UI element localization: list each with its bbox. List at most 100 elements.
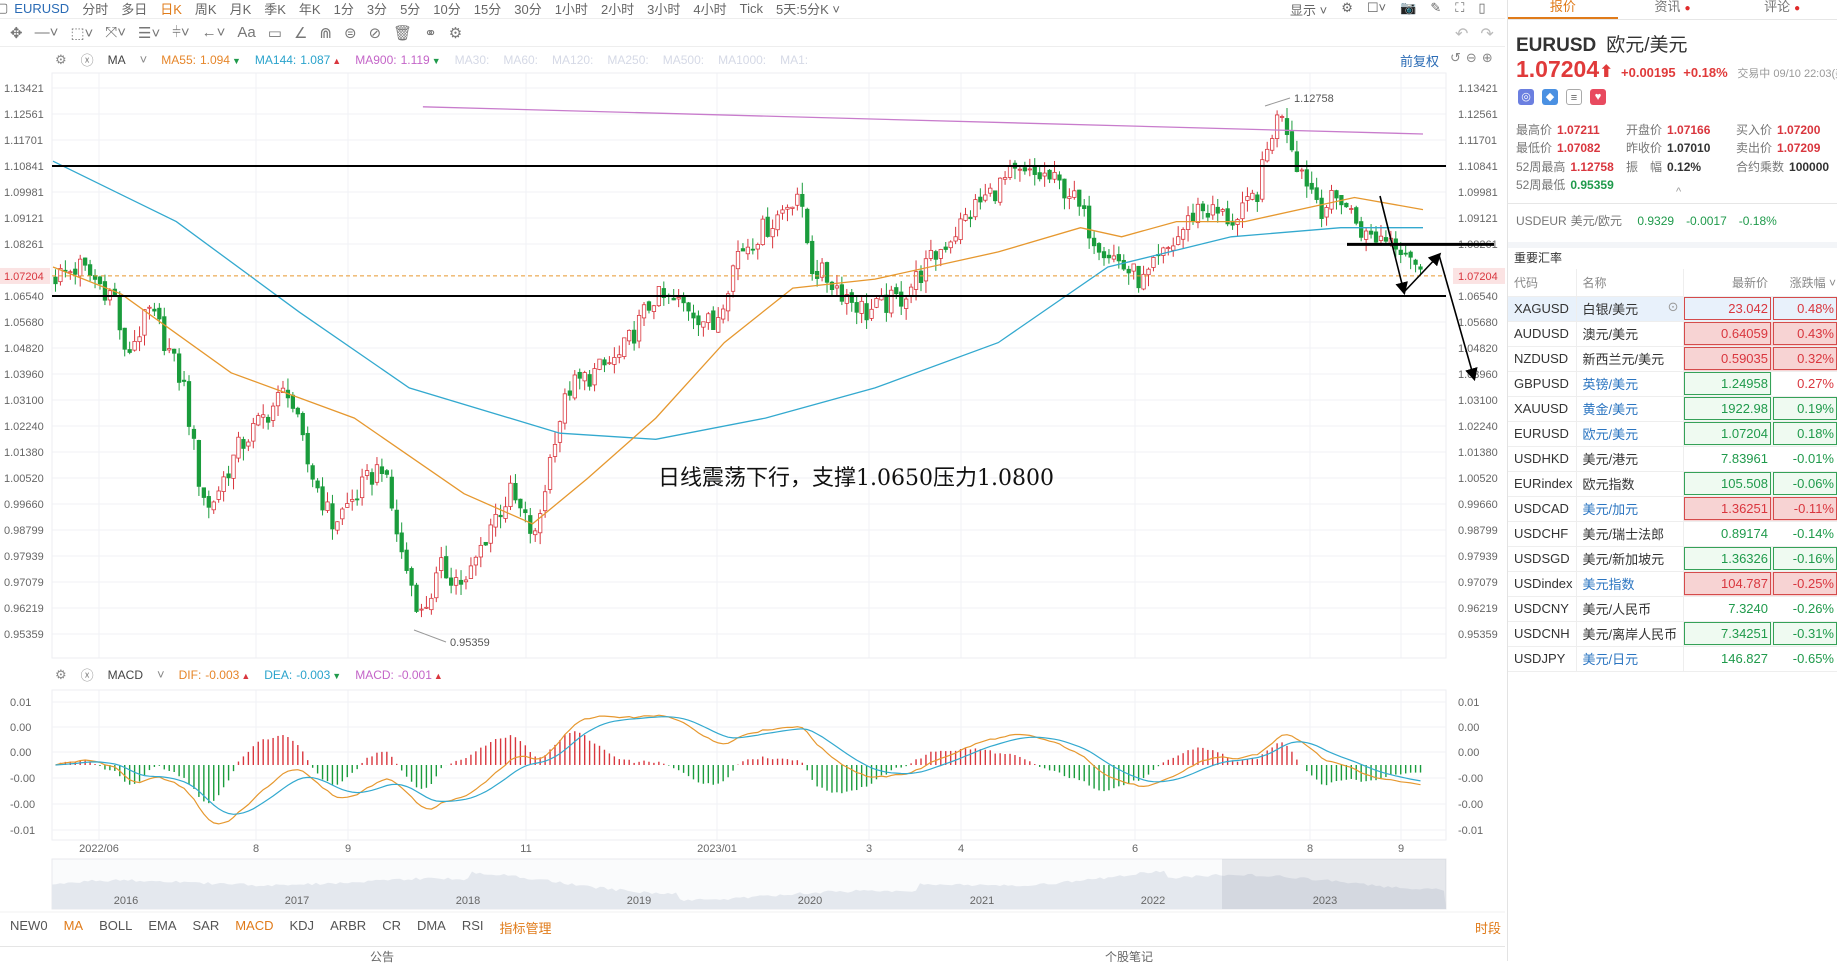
magnet-icon[interactable]: ⋒ — [319, 25, 332, 42]
col-price[interactable]: 最新价 — [1683, 269, 1772, 297]
adjust-button[interactable]: 前复权 — [1400, 54, 1440, 69]
angle-tool-icon[interactable]: ∠ — [293, 25, 308, 42]
tag-icon[interactable]: ◆ — [1542, 89, 1558, 105]
kline-chart[interactable]: 1.13421 1.13421 1.12561 1.12561 1.11701 1.117… — [0, 0, 1505, 946]
related-quote[interactable]: USDEUR 美元/欧元 0.9329 -0.0017 -0.18% — [1508, 203, 1837, 237]
link-icon[interactable]: ⚭ — [424, 25, 437, 42]
period-17[interactable]: Tick — [739, 0, 763, 16]
globe-icon[interactable]: ◎ — [1518, 89, 1534, 105]
period-11[interactable]: 15分 — [473, 1, 502, 17]
delete-icon[interactable]: 🗑 — [393, 25, 413, 42]
symbol-label[interactable]: EURUSD — [14, 0, 70, 16]
reset-icon[interactable]: ↺ — [1450, 50, 1461, 65]
indicator-tab-new0[interactable]: NEW0 — [10, 918, 48, 933]
chevron-down-icon[interactable]: ˅ — [157, 667, 165, 682]
period-13[interactable]: 1小时 — [554, 1, 588, 17]
table-row[interactable]: USDJPY 美元/日元 146.827 -0.65% — [1508, 646, 1837, 672]
table-row[interactable]: USDCAD 美元/加元 1.36251 -0.11% — [1508, 496, 1837, 522]
session-button[interactable]: 时段 — [1475, 921, 1502, 936]
panel-toggle-icon[interactable]: ▯ — [1478, 0, 1486, 15]
indicator-tab-rsi[interactable]: RSI — [461, 918, 484, 933]
table-row[interactable]: AUDUSD 澳元/美元 0.64059 0.43% — [1508, 321, 1837, 347]
indicator-name[interactable]: MACD — [107, 667, 144, 682]
display-menu[interactable]: 显示 ˅ — [1290, 3, 1328, 18]
arrow-tool-icon[interactable]: ←˅ — [201, 24, 226, 41]
camera-icon[interactable]: 📷 — [1400, 0, 1417, 15]
indicator-tab-kdj[interactable]: KDJ — [289, 918, 315, 933]
channel-tool-icon[interactable]: ☰˅ — [138, 25, 161, 42]
table-row[interactable]: USDindex 美元指数 104.787 -0.25% — [1508, 571, 1837, 597]
collapse-caret-icon[interactable]: ^ — [1676, 186, 1682, 198]
table-row[interactable]: XAUUSD 黄金/美元 1922.98 0.19% — [1508, 396, 1837, 422]
legend-inactive[interactable]: MA250: — [607, 52, 649, 67]
period-0[interactable]: 分时 — [82, 1, 109, 17]
period-10[interactable]: 10分 — [433, 1, 461, 17]
period-6[interactable]: 年K — [298, 1, 321, 17]
period-2[interactable]: 日K — [160, 1, 182, 17]
line-tool-icon[interactable]: —˅ — [34, 24, 59, 41]
note-icon[interactable]: ≡ — [1566, 89, 1582, 105]
table-row[interactable]: NZDUSD 新西兰元/美元 0.59035 0.32% — [1508, 346, 1837, 372]
draw-settings-icon[interactable]: ⚙ — [448, 25, 463, 42]
move-icon[interactable]: ✥ — [10, 25, 23, 42]
period-14[interactable]: 2小时 — [600, 1, 635, 17]
col-code[interactable]: 代码 — [1508, 269, 1576, 297]
period-16[interactable]: 4小时 — [693, 1, 727, 17]
period-15[interactable]: 3小时 — [647, 1, 681, 17]
period-12[interactable]: 30分 — [514, 1, 542, 17]
target-icon[interactable]: ⊙ — [1667, 299, 1679, 314]
pencil-icon[interactable]: ✎ — [1430, 0, 1442, 15]
indicator-tab-cr[interactable]: CR — [382, 918, 401, 933]
legend-inactive[interactable]: MA30: — [454, 52, 490, 67]
undo-icon[interactable]: ↶ — [1455, 26, 1469, 43]
settings-icon[interactable]: ⚙ — [55, 51, 67, 67]
indicator-tab-dma[interactable]: DMA — [416, 918, 446, 933]
text-tool-icon[interactable]: Aa — [237, 24, 256, 41]
indicator-name[interactable]: MA — [107, 52, 126, 67]
legend-inactive[interactable]: MA1000: — [718, 52, 767, 67]
close-icon[interactable]: ⓧ — [80, 668, 94, 683]
indicator-tab-boll[interactable]: BOLL — [99, 918, 133, 933]
period-5[interactable]: 季K — [264, 1, 286, 17]
close-icon[interactable]: ⓧ — [80, 53, 94, 68]
zoom-in-icon[interactable]: ⊕ — [1481, 50, 1493, 65]
period-7[interactable]: 1分 — [333, 1, 354, 17]
table-row[interactable]: EURUSD 欧元/美元 1.07204 0.18% — [1508, 421, 1837, 447]
fib-tool-icon[interactable]: ⤧˅ — [105, 24, 127, 41]
table-row[interactable]: USDCNY 美元/人民币 7.3240 -0.26% — [1508, 596, 1837, 622]
period-4[interactable]: 月K — [229, 1, 252, 17]
indicator-tab-arbr[interactable]: ARBR — [330, 918, 367, 933]
period-18[interactable]: 5天:5分K ˅ — [776, 1, 840, 17]
measure-tool-icon[interactable]: ⫩˅ — [172, 24, 190, 41]
indicator-tab-ema[interactable]: EMA — [148, 918, 177, 933]
legend-inactive[interactable]: MA120: — [552, 52, 594, 67]
legend-inactive[interactable]: MA1: — [780, 52, 809, 67]
chevron-down-icon[interactable]: ˅ — [139, 52, 148, 67]
panel-tab[interactable]: 报价 — [1508, 0, 1618, 19]
period-8[interactable]: 3分 — [366, 1, 388, 17]
col-name[interactable]: 名称 — [1575, 269, 1684, 297]
announcement-tab[interactable]: 公告 — [370, 950, 395, 964]
panel-tab[interactable]: 评论 ● — [1727, 0, 1837, 19]
comment-tool-icon[interactable]: ▭ — [267, 25, 282, 42]
indicator-tab-指标管理[interactable]: 指标管理 — [499, 921, 552, 936]
table-row[interactable]: XAGUSD 白银/美元 ⊙ 23.042 0.48% — [1508, 296, 1837, 322]
panel-tab[interactable]: 资讯 ● — [1618, 0, 1728, 19]
indicator-tab-macd[interactable]: MACD — [235, 918, 274, 933]
table-row[interactable]: USDSGD 美元/新加坡元 1.36326 -0.16% — [1508, 546, 1837, 572]
fullscreen-icon[interactable]: ⛶ — [1455, 0, 1465, 15]
indicator-tab-ma[interactable]: MA — [63, 918, 84, 933]
table-row[interactable]: GBPUSD 英镑/美元 1.24958 0.27% — [1508, 371, 1837, 397]
period-9[interactable]: 5分 — [400, 1, 421, 17]
lock-icon[interactable]: ⊜ — [343, 25, 357, 42]
favorite-heart-icon[interactable]: ♥ — [1590, 89, 1606, 105]
legend-inactive[interactable]: MA500: — [662, 52, 705, 67]
indicator-tab-sar[interactable]: SAR — [192, 918, 220, 933]
notes-tab[interactable]: 个股笔记 — [1105, 950, 1154, 964]
hide-icon[interactable]: ⊘ — [368, 25, 382, 42]
settings-icon[interactable]: ⚙ — [55, 666, 67, 682]
table-row[interactable]: USDHKD 美元/港元 7.83961 -0.01% — [1508, 446, 1837, 472]
col-change[interactable]: 涨跌幅 ˅ — [1772, 269, 1837, 297]
redo-icon[interactable]: ↷ — [1480, 26, 1494, 43]
table-row[interactable]: EURindex 欧元指数 105.508 -0.06% — [1508, 471, 1837, 497]
